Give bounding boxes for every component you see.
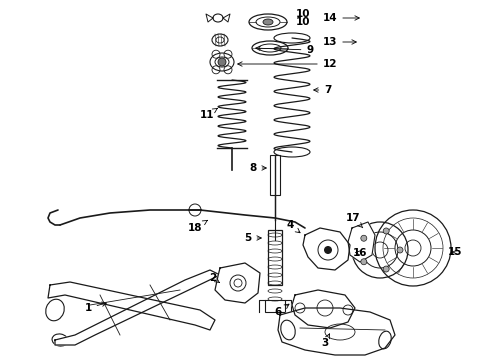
Polygon shape (292, 290, 355, 328)
Circle shape (218, 58, 226, 66)
Polygon shape (303, 228, 350, 270)
Text: 10: 10 (296, 9, 310, 19)
Text: 15: 15 (448, 247, 462, 257)
Circle shape (383, 228, 389, 234)
Text: 2: 2 (209, 273, 220, 283)
Text: 8: 8 (249, 163, 266, 173)
Ellipse shape (263, 19, 273, 25)
Circle shape (397, 247, 403, 253)
Text: 9: 9 (256, 45, 314, 55)
Text: 11: 11 (200, 108, 218, 120)
Text: 6: 6 (274, 304, 289, 317)
Text: 3: 3 (321, 334, 330, 348)
Text: 18: 18 (188, 220, 207, 233)
Polygon shape (215, 263, 260, 303)
Circle shape (361, 235, 367, 241)
Text: 13: 13 (323, 37, 356, 47)
Text: 1: 1 (84, 302, 106, 313)
Text: 7: 7 (314, 85, 332, 95)
Text: 14: 14 (323, 13, 359, 23)
Bar (270, 155, 280, 195)
Bar (268, 230, 282, 285)
Polygon shape (48, 282, 215, 330)
Text: 10: 10 (296, 17, 310, 27)
Circle shape (324, 246, 332, 254)
Text: 4: 4 (286, 220, 300, 233)
Text: 5: 5 (245, 233, 261, 243)
Polygon shape (55, 270, 220, 345)
Text: 12: 12 (238, 59, 337, 69)
Text: 16: 16 (353, 248, 367, 258)
Circle shape (383, 266, 389, 272)
Text: 17: 17 (345, 213, 363, 228)
Polygon shape (348, 222, 375, 262)
Bar (265, 300, 285, 312)
Circle shape (361, 259, 367, 265)
Polygon shape (278, 308, 395, 355)
